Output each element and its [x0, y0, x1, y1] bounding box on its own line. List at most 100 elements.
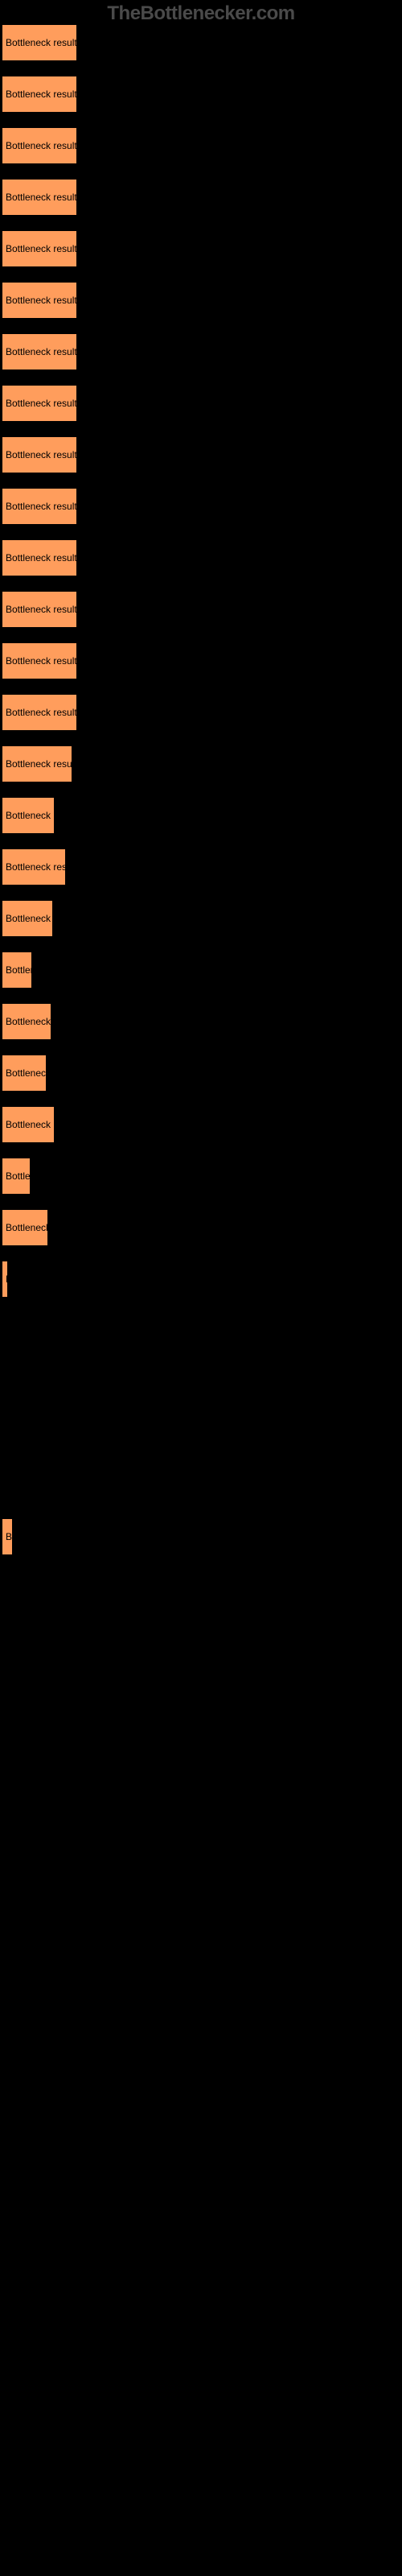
bar-row: Bottleneck result: [0, 1209, 402, 1246]
bar-label: Bottleneck result: [6, 295, 77, 306]
bar-row: [0, 2446, 402, 2483]
chart-bar: Bottleneck result: [2, 488, 77, 525]
bar-row: Bottleneck result: [0, 24, 402, 61]
bar-row: [0, 1776, 402, 1813]
chart-bar: Bottleneck result: [2, 539, 77, 576]
bar-row: Bottleneck result: [0, 694, 402, 731]
bar-row: Bottleneck result: [0, 1055, 402, 1092]
bar-row: Bottleneck result: [0, 230, 402, 267]
chart-bar: Bottleneck result: [2, 76, 77, 113]
bar-row: [0, 2394, 402, 2431]
bar-label: Bottleneck result: [6, 398, 77, 409]
chart-bar: Bottleneck result: [2, 127, 77, 164]
bar-row: Bottleneck result: [0, 1261, 402, 1298]
bar-row: [0, 2033, 402, 2070]
bar-row: [0, 1982, 402, 2019]
bar-row: Bottleneck result: [0, 797, 402, 834]
bar-row: [0, 2085, 402, 2122]
bar-label: Bottleneck result: [6, 1531, 13, 1542]
bar-label: Bottleneck result: [6, 1274, 8, 1285]
chart-bar: Bottleneck result: [2, 797, 55, 834]
bar-row: [0, 1673, 402, 1710]
chart-bar: Bottleneck result: [2, 1518, 13, 1555]
chart-bar: Bottleneck result: [2, 333, 77, 370]
bar-label: Bottleneck result: [6, 1222, 48, 1233]
bar-label: Bottleneck result: [6, 449, 77, 460]
bar-row: Bottleneck result: [0, 127, 402, 164]
bar-row: [0, 2136, 402, 2174]
chart-bar: Bottleneck result: [2, 1055, 47, 1092]
bar-row: Bottleneck result: [0, 76, 402, 113]
bar-label: Bottleneck result: [6, 758, 72, 770]
bar-row: Bottleneck result: [0, 1003, 402, 1040]
bar-row: [0, 2497, 402, 2534]
bar-row: [0, 1570, 402, 1607]
chart-bar: Bottleneck result: [2, 230, 77, 267]
bar-label: Bottleneck result: [6, 1170, 31, 1182]
bar-row: [0, 1621, 402, 1658]
chart-bar: Bottleneck result: [2, 848, 66, 886]
bar-label: Bottleneck result: [6, 501, 77, 512]
bar-label: Bottleneck result: [6, 810, 55, 821]
chart-bar: Bottleneck result: [2, 1209, 48, 1246]
bar-row: [0, 1467, 402, 1504]
chart-bar: Bottleneck result: [2, 1261, 8, 1298]
bar-row: Bottleneck result: [0, 333, 402, 370]
bar-row: [0, 1879, 402, 1916]
bar-row: [0, 1415, 402, 1452]
bar-row: Bottleneck result: [0, 745, 402, 782]
chart-bar: Bottleneck result: [2, 24, 77, 61]
bar-label: Bottleneck result: [6, 861, 66, 873]
bar-row: [0, 1930, 402, 1967]
bar-row: [0, 2188, 402, 2225]
bar-label: Bottleneck result: [6, 913, 53, 924]
chart-bar: Bottleneck result: [2, 642, 77, 679]
bar-row: [0, 2343, 402, 2380]
chart-bar: Bottleneck result: [2, 1106, 55, 1143]
bar-label: Bottleneck result: [6, 346, 77, 357]
bar-row: Bottleneck result: [0, 282, 402, 319]
bar-label: Bottleneck result: [6, 37, 77, 48]
bar-row: Bottleneck result: [0, 179, 402, 216]
bar-label: Bottleneck result: [6, 655, 77, 667]
bar-chart: Bottleneck result Bottleneck result Bottle…: [0, 24, 402, 2549]
bar-label: Bottleneck result: [6, 192, 77, 203]
chart-bar: Bottleneck result: [2, 282, 77, 319]
bar-row: [0, 1827, 402, 1864]
bar-label: Bottleneck result: [6, 1016, 51, 1027]
bar-row: [0, 1364, 402, 1401]
bar-row: [0, 2291, 402, 2328]
bar-row: Bottleneck result: [0, 1518, 402, 1555]
watermark-text: TheBottlenecker.com: [107, 2, 294, 25]
bar-label: Bottleneck result: [6, 140, 77, 151]
bar-row: Bottleneck result: [0, 642, 402, 679]
bar-row: Bottleneck result: [0, 952, 402, 989]
bar-row: Bottleneck result: [0, 539, 402, 576]
chart-bar: Bottleneck result: [2, 385, 77, 422]
bar-label: Bottleneck result: [6, 89, 77, 100]
bar-row: Bottleneck result: [0, 591, 402, 628]
bar-row: Bottleneck result: [0, 488, 402, 525]
bar-label: Bottleneck result: [6, 1119, 55, 1130]
chart-bar: Bottleneck result: [2, 900, 53, 937]
chart-bar: Bottleneck result: [2, 179, 77, 216]
chart-bar: Bottleneck result: [2, 591, 77, 628]
bar-row: Bottleneck result: [0, 848, 402, 886]
bar-label: Bottleneck result: [6, 964, 32, 976]
bar-label: Bottleneck result: [6, 1067, 47, 1079]
bar-row: Bottleneck result: [0, 900, 402, 937]
bar-label: Bottleneck result: [6, 552, 77, 564]
bar-row: Bottleneck result: [0, 1106, 402, 1143]
bar-row: Bottleneck result: [0, 436, 402, 473]
bar-row: [0, 2240, 402, 2277]
bar-row: [0, 1724, 402, 1761]
chart-bar: Bottleneck result: [2, 745, 72, 782]
chart-bar: Bottleneck result: [2, 952, 32, 989]
bar-row: [0, 1312, 402, 1349]
bar-label: Bottleneck result: [6, 604, 77, 615]
chart-bar: Bottleneck result: [2, 694, 77, 731]
bar-row: Bottleneck result: [0, 385, 402, 422]
bar-row: Bottleneck result: [0, 1158, 402, 1195]
bar-label: Bottleneck result: [6, 243, 77, 254]
bar-label: Bottleneck result: [6, 707, 77, 718]
